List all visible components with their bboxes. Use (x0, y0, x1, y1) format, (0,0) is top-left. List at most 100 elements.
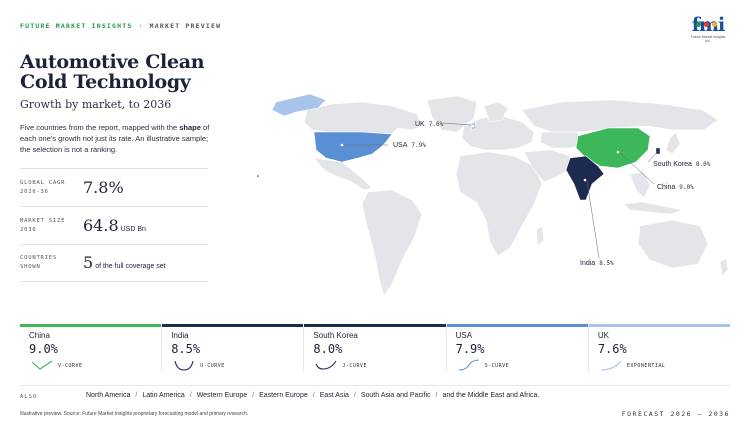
land-canada (303, 101, 423, 135)
logo-dots (695, 14, 721, 27)
also-regions-row: ALSO North America / Latin America / Western… (20, 385, 730, 400)
stat-label: GLOBAL CAGR 2026-36 (20, 179, 80, 197)
card-curve-type: U-CURVE (200, 363, 225, 369)
leader-india (586, 180, 600, 259)
land-new-zealand (719, 257, 729, 277)
region-china (575, 127, 651, 169)
region-link[interactable]: East Asia (319, 392, 349, 399)
land-africa (455, 151, 543, 257)
stat-number: 7.8% (83, 177, 124, 197)
region-link[interactable]: South Asia and Pacific (360, 392, 431, 399)
card-country-name: China (29, 331, 50, 340)
card-growth-rate: 9.0% (29, 342, 58, 356)
card-curve-type: S-CURVE (484, 363, 510, 369)
logo-subtext: Future Market Insights Inc. (690, 35, 726, 43)
land-central-asia (539, 131, 583, 149)
card-country-name: USA (455, 331, 473, 340)
stat-value: 5 of the full coverage set (83, 253, 166, 273)
card-accent-bar (304, 324, 446, 327)
land-middle-east (523, 149, 573, 183)
card-curve-type: EXPONENTIAL (626, 363, 666, 369)
map-label-china: China 9.0% (657, 184, 694, 191)
map-label-india: India 8.5% (580, 260, 614, 267)
marker-india (583, 178, 587, 182)
card-country-name: UK (597, 331, 609, 340)
region-link[interactable]: Latin America (142, 392, 185, 399)
stat-label-line2: SHOWN (20, 264, 41, 270)
map-label-uk: UK 7.6% (415, 121, 444, 128)
map-label-usa: USA 7.9% (393, 142, 426, 149)
land-greenland (426, 95, 478, 133)
card-curve-type: V-CURVE (58, 363, 83, 369)
land-mexico (313, 157, 373, 191)
region-link[interactable]: North America (86, 392, 131, 399)
country-cards: China 9.0% V-CURVE India 8.5% U-CURVE So… (20, 324, 731, 372)
card-country-name: India (171, 331, 189, 340)
footer-source-note: Illustrative preview. Source: Future Mar… (20, 411, 249, 417)
land-indonesia (623, 201, 684, 215)
region-link[interactable]: and the Middle East and Africa. (442, 392, 540, 399)
stat-label: MARKET SIZE 2036 (20, 217, 80, 235)
stat-market-size: MARKET SIZE 2036 64.8 USD Bn (20, 206, 208, 244)
land-madagascar (535, 225, 545, 247)
card-uk[interactable]: UK 7.6% EXPONENTIAL (588, 324, 731, 372)
fmi-logo[interactable]: fmi Future Market Insights Inc. (688, 16, 728, 44)
land-north-asia (521, 99, 719, 133)
card-india[interactable]: India 8.5% U-CURVE (162, 324, 305, 372)
card-accent-bar (588, 324, 731, 327)
top-eyebrow: FUTURE MARKET INSIGHTS · MARKET PREVIEW (20, 22, 221, 30)
land-australia (637, 219, 709, 269)
page-title: Automotive Clean Cold Technology (20, 51, 205, 93)
leader-sk (647, 150, 659, 163)
u-curve-icon (174, 360, 194, 371)
card-china[interactable]: China 9.0% V-CURVE (20, 324, 163, 372)
forecast-period: FORECAST 2026 – 2036 (621, 410, 730, 418)
leader-china (619, 152, 655, 185)
region-india (565, 155, 605, 201)
eyebrow-separator: · (138, 22, 144, 30)
region-separator: / (435, 392, 438, 399)
stat-label-line1: GLOBAL CAGR (20, 179, 66, 186)
stat-label-line2: 2036 (20, 226, 37, 233)
card-accent-bar (446, 324, 588, 327)
card-country-name: South Korea (313, 331, 358, 340)
stats-panel: GLOBAL CAGR 2026-36 7.8% MARKET SIZE 2036 … (20, 168, 208, 282)
stat-label-line2: 2026-36 (20, 188, 49, 195)
stat-number: 5 (83, 253, 94, 272)
region-separator: / (135, 392, 138, 399)
land-southeast-asia (629, 171, 651, 199)
card-growth-rate: 7.9% (455, 342, 485, 356)
v-curve-icon (31, 360, 53, 370)
card-growth-rate: 7.6% (597, 342, 627, 356)
region-uk-highlight (271, 93, 327, 117)
card-accent-bar (20, 324, 162, 327)
region-link[interactable]: Western Europe (196, 392, 248, 399)
description-bold: shape (179, 123, 201, 132)
region-separator: / (189, 392, 192, 399)
land-south-america (361, 189, 423, 297)
marker-usa (340, 143, 344, 147)
stat-global-cagr: GLOBAL CAGR 2026-36 7.8% (20, 168, 208, 206)
description-part1: Five countries from the report, mapped w… (20, 123, 180, 132)
region-usa (313, 131, 393, 163)
card-growth-rate: 8.5% (171, 342, 201, 356)
description-part2: of each one's growth not just its rate. … (20, 123, 210, 154)
dot-lone (257, 175, 259, 177)
land-europe (461, 115, 535, 151)
card-usa[interactable]: USA 7.9% S-CURVE (446, 324, 589, 372)
marker-china (616, 150, 620, 154)
stat-number: 64.8 (83, 215, 119, 235)
brand-name: FUTURE MARKET INSIGHTS (20, 22, 133, 30)
stat-unit: USD Bn (120, 225, 146, 233)
description: Five countries from the report, mapped w… (20, 122, 210, 155)
world-map: UK 7.6% USA 7.9% South Korea 8.0% China 9.0%… (257, 93, 729, 297)
region-separator: / (252, 392, 255, 399)
stat-countries-shown: COUNTRIES SHOWN 5 of the full coverage set (20, 244, 208, 282)
card-south-korea[interactable]: South Korea 8.0% J-CURVE (304, 324, 447, 372)
region-link[interactable]: Eastern Europe (259, 392, 308, 399)
card-curve-type: J-CURVE (342, 363, 367, 369)
region-separator: / (312, 392, 315, 399)
stat-label-line1: MARKET SIZE (20, 217, 66, 224)
j-curve-icon (315, 360, 337, 370)
land-japan (665, 131, 681, 155)
